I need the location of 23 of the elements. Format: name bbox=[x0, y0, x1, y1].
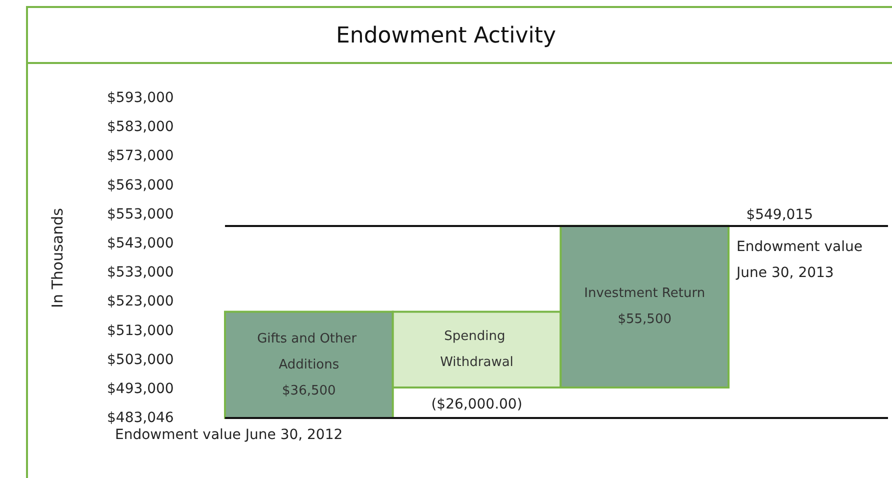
y-tick-label: $543,000 bbox=[107, 236, 174, 252]
ref-line-label: $549,015 bbox=[746, 207, 813, 224]
y-tick-label: $503,000 bbox=[107, 352, 174, 368]
y-tick-label: $533,000 bbox=[107, 264, 174, 281]
x-tick-label: Investment Return bbox=[584, 286, 706, 302]
chart-title: Endowment Activity bbox=[336, 24, 556, 48]
x-tick-label: Gifts and Other Additions bbox=[257, 331, 361, 372]
y-tick-label: $573,000 bbox=[107, 148, 174, 164]
y-axis-title: In Thousands bbox=[48, 208, 66, 308]
y-tick-label: $513,000 bbox=[107, 322, 174, 339]
x-tick-label: Spending Withdrawal bbox=[440, 329, 514, 370]
y-tick-label: $493,000 bbox=[107, 381, 174, 398]
y-tick-label: $563,000 bbox=[107, 177, 174, 194]
data-label: $55,500 bbox=[618, 312, 672, 328]
text: Endowment value June 30, 2013 bbox=[736, 239, 867, 282]
ref-line-label: Endowment value June 30, 2012 bbox=[115, 427, 343, 443]
y-tick-label: $553,000 bbox=[107, 206, 174, 222]
y-tick-label: $583,000 bbox=[107, 119, 174, 136]
data-label: $36,500 bbox=[282, 383, 336, 398]
y-tick-label: $523,000 bbox=[107, 294, 174, 310]
data-label: ($26,000.00) bbox=[431, 396, 522, 412]
y-tick-label: $483,046 bbox=[107, 410, 174, 426]
y-tick-label: $593,000 bbox=[107, 90, 174, 106]
